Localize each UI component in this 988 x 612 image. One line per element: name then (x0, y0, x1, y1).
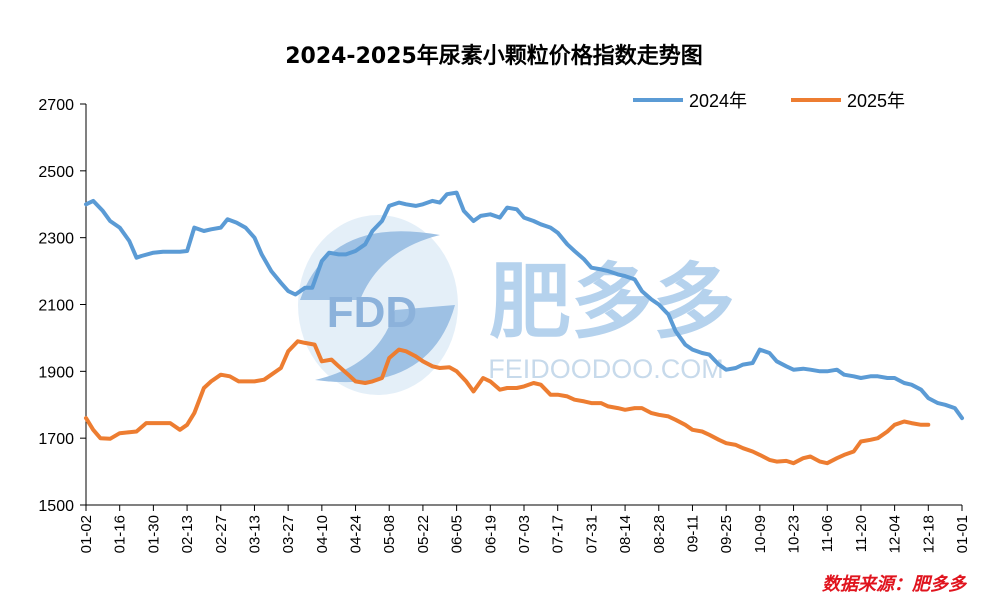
x-tick-label: 01-30 (145, 515, 162, 553)
y-tick-label: 1900 (38, 364, 74, 381)
series-layer (84, 190, 964, 466)
x-tick-label: 07-17 (550, 515, 567, 553)
watermark-logo: FDD 肥多多 FEIDOODOO.COM (298, 215, 735, 395)
legend: 2024年 2025年 (633, 91, 905, 111)
axes: 1500 1700 1900 2100 2300 2500 2700 01-02 01-16 01… (38, 97, 971, 553)
svg-text:FEIDOODOO.COM: FEIDOODOO.COM (488, 354, 724, 384)
y-tick-label: 1700 (38, 431, 74, 448)
y-tick-label: 2500 (38, 164, 74, 181)
x-tick-label: 06-19 (482, 515, 499, 553)
x-tick-label: 05-22 (415, 515, 432, 553)
chart-title: 2024-2025年尿素小颗粒价格指数走势图 (285, 44, 703, 69)
x-tick-label: 09-25 (718, 515, 735, 553)
x-tick-label: 07-03 (516, 515, 533, 553)
legend-label: 2025年 (847, 91, 905, 111)
x-tick-label: 10-09 (752, 515, 769, 553)
y-tick-label: 1500 (38, 498, 74, 515)
x-tick-label: 04-24 (348, 515, 365, 553)
x-tick-label: 01-01 (954, 515, 971, 553)
series-line-2024年 (84, 190, 964, 421)
x-tick-label: 09-11 (684, 515, 701, 552)
y-tick-label: 2100 (38, 298, 74, 315)
x-tick-label: 06-05 (449, 515, 466, 553)
x-tick-label: 10-23 (786, 515, 803, 553)
svg-text:FDD: FDD (327, 288, 417, 337)
data-source: 数据来源：肥多多 (822, 574, 966, 595)
x-tick-label: 11-20 (853, 515, 870, 552)
x-tick-label: 01-02 (78, 515, 95, 553)
x-tick-label: 01-16 (112, 515, 129, 553)
x-tick-label: 07-31 (583, 515, 600, 553)
series-line-2025年 (84, 339, 931, 466)
x-tick-label: 02-27 (213, 515, 230, 553)
x-tick-label: 08-14 (617, 515, 634, 553)
x-tick-label: 12-18 (920, 515, 937, 553)
x-tick-label: 12-04 (887, 515, 904, 553)
x-tick-label: 04-10 (314, 515, 331, 553)
x-tick-label: 08-28 (651, 515, 668, 553)
y-tick-label: 2700 (38, 97, 74, 114)
x-tick-label: 03-27 (280, 515, 297, 553)
x-tick-label: 02-13 (179, 515, 196, 553)
legend-label: 2024年 (689, 91, 747, 111)
x-tick-label: 05-08 (381, 515, 398, 553)
x-tick-label: 03-13 (246, 515, 263, 553)
y-tick-label: 2300 (38, 231, 74, 248)
x-tick-label: 11-06 (819, 515, 836, 552)
